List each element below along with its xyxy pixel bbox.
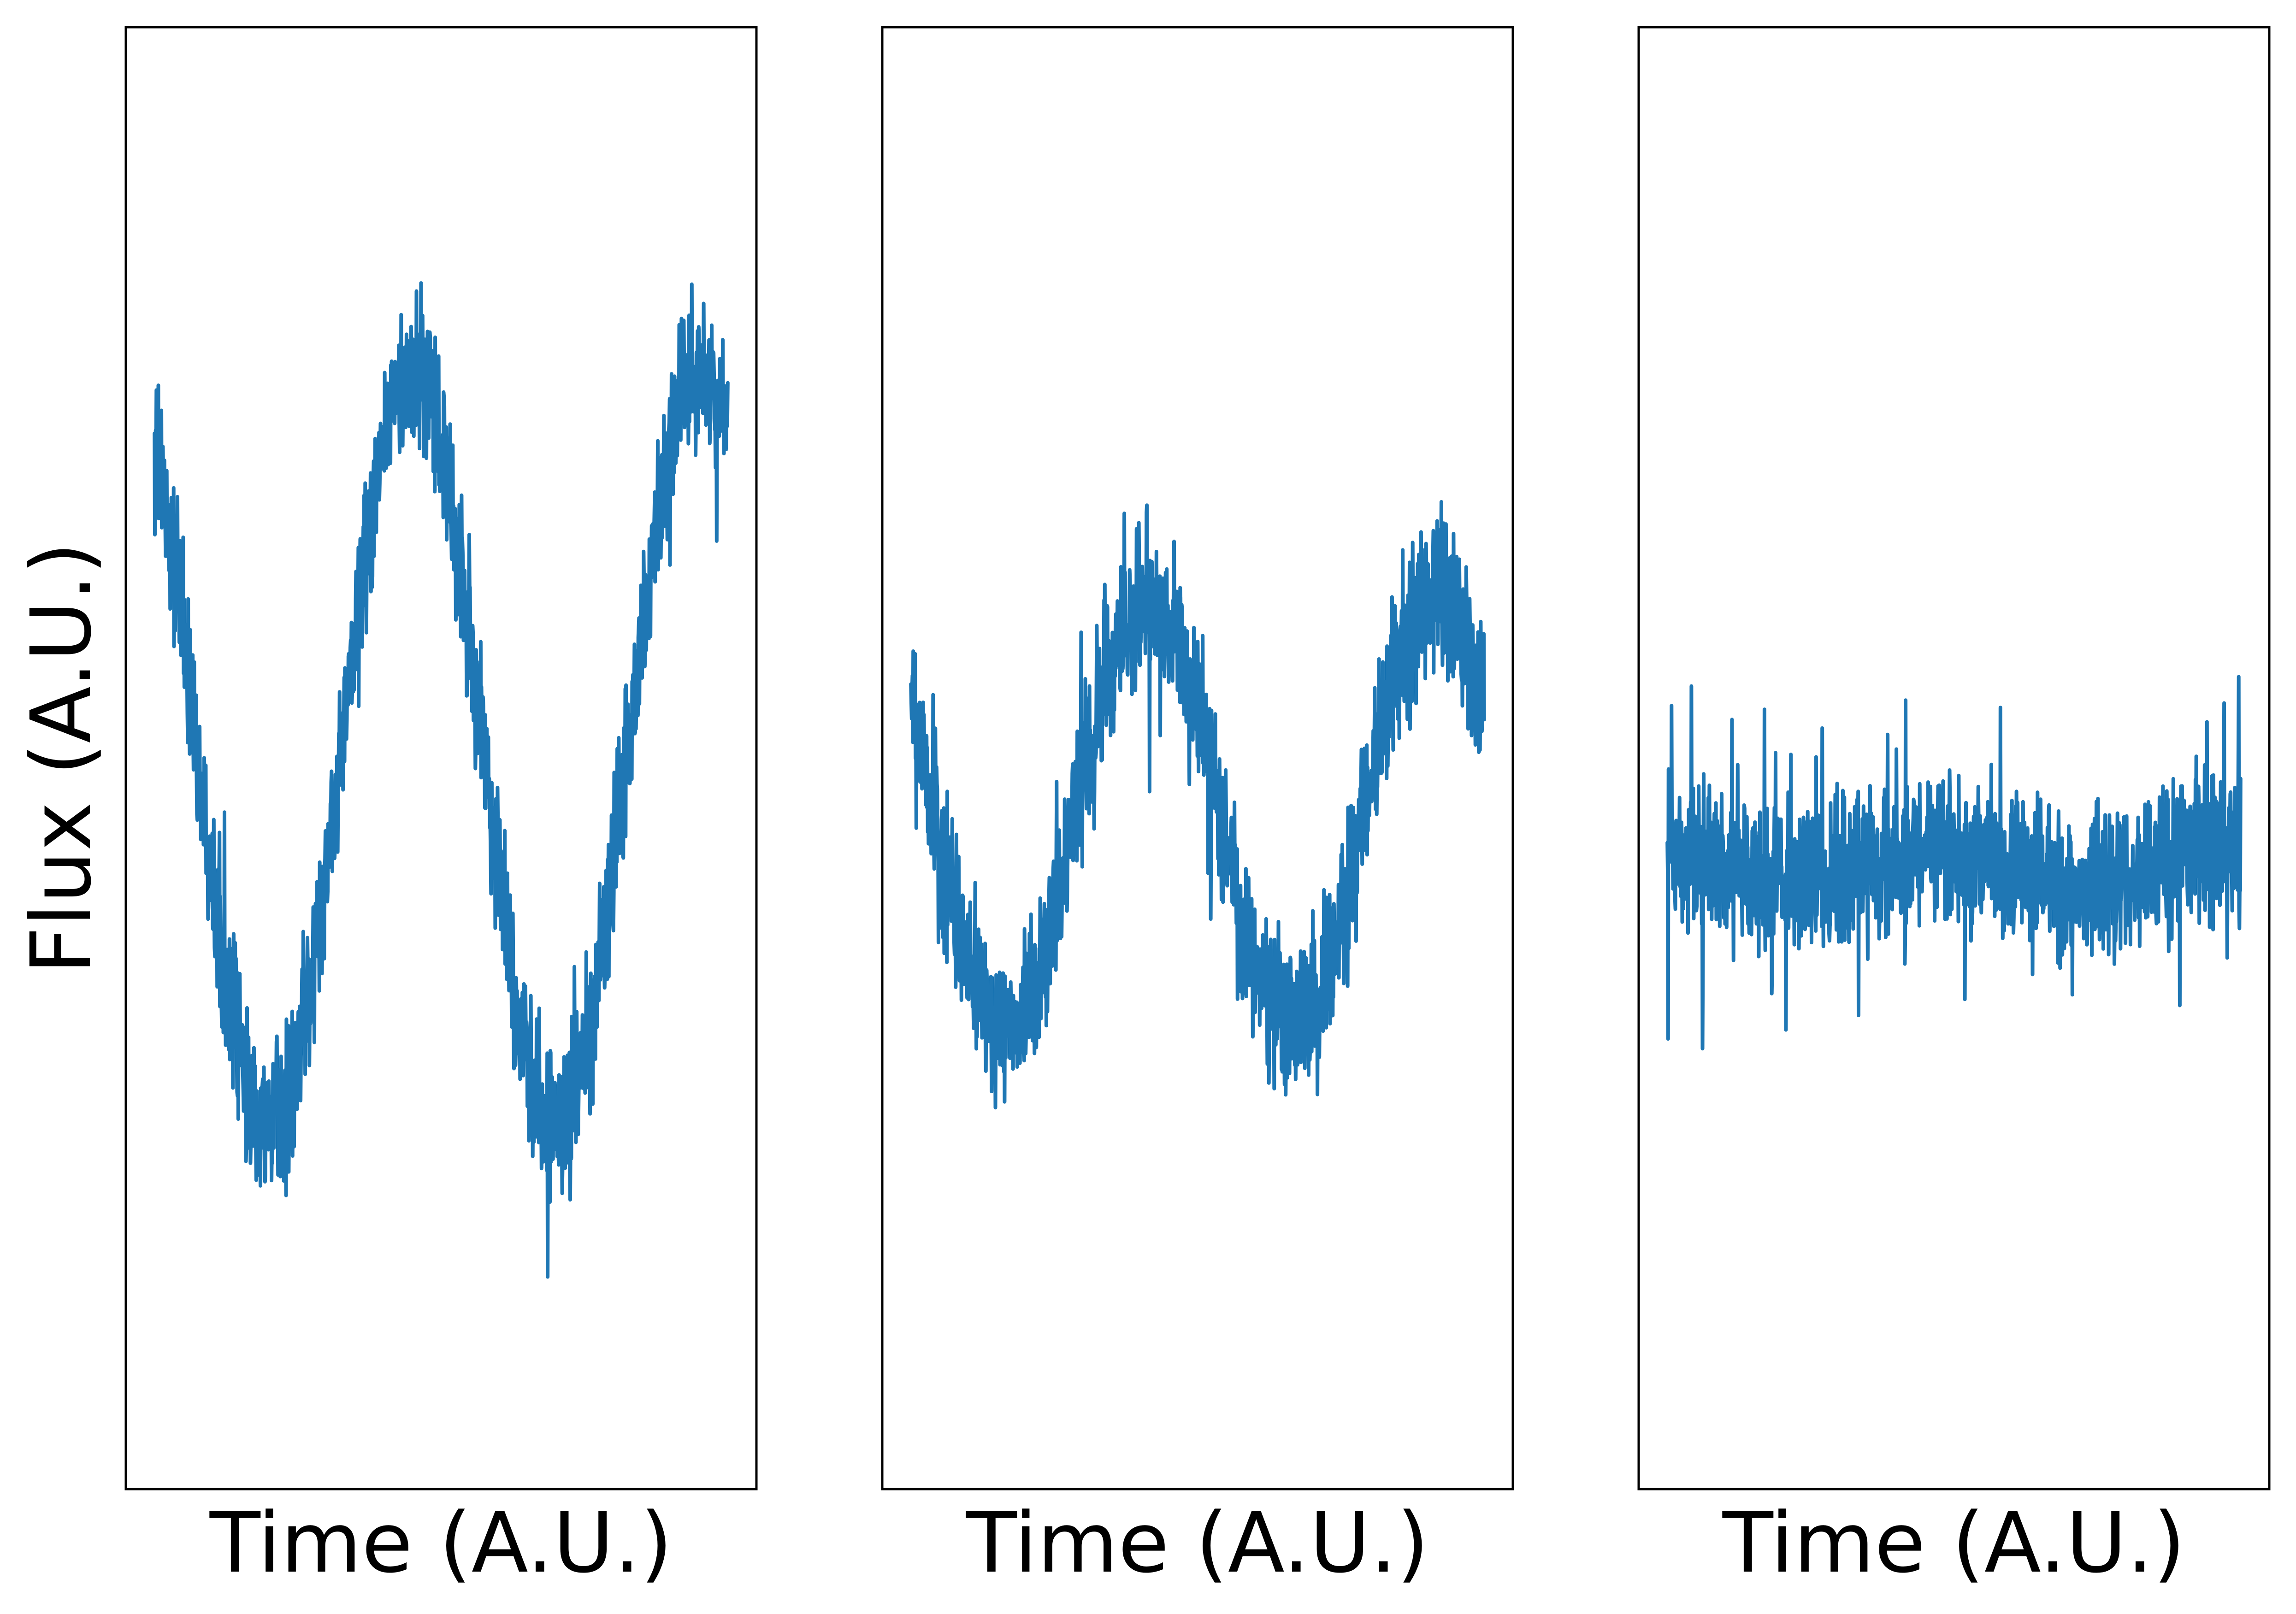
panel-3-x-axis-label: Time (A.U.) bbox=[1722, 1495, 2185, 1591]
panel-1-series-line bbox=[153, 281, 730, 1279]
panel-2-x-axis-label: Time (A.U.) bbox=[966, 1495, 1429, 1591]
panel-1-y-axis-label: Flux (A.U.) bbox=[13, 542, 110, 974]
panel-2-frame bbox=[881, 26, 1514, 1490]
panel-1: Time (A.U.) Flux (A.U.) bbox=[13, 26, 758, 1591]
panel-2-series-line bbox=[909, 500, 1486, 1110]
panel-3-frame bbox=[1637, 26, 2271, 1490]
panel-2: Time (A.U.) bbox=[881, 26, 1514, 1591]
panel-3-series-line bbox=[1665, 675, 2243, 1051]
panel-1-frame bbox=[124, 26, 758, 1490]
panel-1-x-axis-label: Time (A.U.) bbox=[209, 1495, 673, 1591]
panel-3: Time (A.U.) bbox=[1637, 26, 2271, 1591]
